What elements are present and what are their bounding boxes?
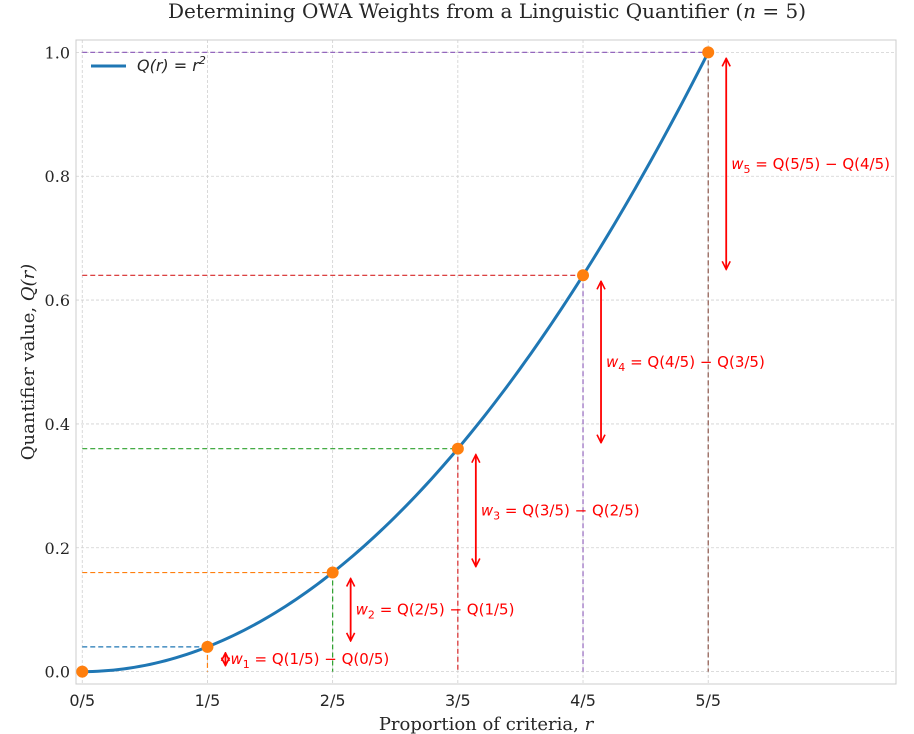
x-tick-label: 4/5 — [570, 691, 596, 710]
weight-label-4: w4 = Q(4/5) − Q(3/5) — [606, 353, 765, 374]
legend-label: Q(r) = r2 — [137, 54, 206, 75]
quantifier-point — [702, 46, 715, 59]
guide-lines — [82, 51, 709, 672]
x-tick-label: 2/5 — [320, 691, 346, 710]
quantifier-point — [451, 442, 464, 455]
x-tick-labels: 0/5 1/5 2/5 3/5 4/5 5/5 — [69, 691, 721, 710]
weight-label-1: w1 = Q(1/5) − Q(0/5) — [230, 650, 389, 671]
y-tick-label: 0.8 — [45, 167, 70, 186]
x-tick-label: 0/5 — [69, 691, 95, 710]
legend: Q(r) = r2 — [91, 54, 206, 75]
data-points — [76, 46, 715, 678]
y-tick-labels: 0.0 0.2 0.4 0.6 0.8 1.0 — [45, 43, 70, 681]
x-tick-label: 3/5 — [445, 691, 471, 710]
y-tick-label: 0.4 — [45, 415, 70, 434]
y-axis-label: Quantifier value, Q(r) — [18, 264, 39, 460]
y-tick-label: 0.2 — [45, 539, 70, 558]
quantifier-point — [201, 640, 214, 653]
y-tick-label: 0.6 — [45, 291, 70, 310]
chart-title: Determining OWA Weights from a Linguisti… — [168, 0, 806, 23]
weight-label-2: w2 = Q(2/5) − Q(1/5) — [356, 601, 515, 622]
y-tick-label: 1.0 — [45, 43, 70, 62]
y-tick-label: 0.0 — [45, 663, 70, 682]
plot-area — [75, 39, 897, 685]
quantifier-point — [577, 269, 590, 282]
x-axis-label: Proportion of criteria, r — [379, 714, 595, 734]
x-tick-label: 1/5 — [195, 691, 221, 710]
quantifier-curve — [82, 51, 710, 674]
curve-layer — [82, 51, 710, 674]
quantifier-point — [326, 566, 339, 579]
weight-label-5: w5 = Q(5/5) − Q(4/5) — [731, 155, 890, 176]
x-tick-label: 5/5 — [695, 691, 721, 710]
weight-annotations: w1 = Q(1/5) − Q(0/5) w2 = Q(2/5) − Q(1/5)… — [225, 58, 890, 671]
weight-label-3: w3 = Q(3/5) − Q(2/5) — [481, 502, 640, 523]
quantifier-point — [76, 665, 89, 678]
